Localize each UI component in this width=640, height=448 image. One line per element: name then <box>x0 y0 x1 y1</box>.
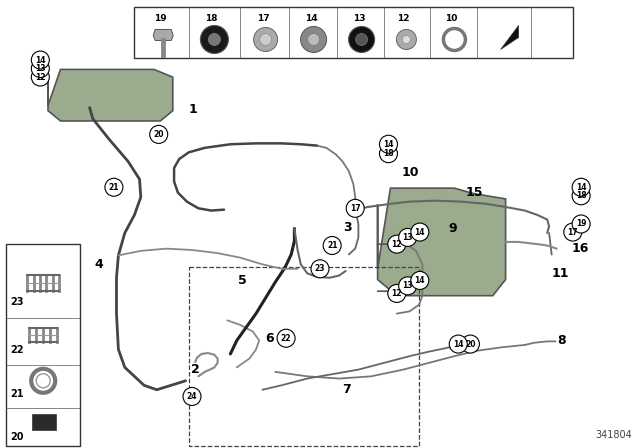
Circle shape <box>105 178 123 196</box>
Text: 13: 13 <box>403 281 413 290</box>
FancyBboxPatch shape <box>32 414 56 431</box>
Text: 19: 19 <box>576 220 586 228</box>
Text: 20: 20 <box>465 340 476 349</box>
Circle shape <box>564 223 582 241</box>
Text: 14: 14 <box>415 228 425 237</box>
Text: 14: 14 <box>35 56 45 65</box>
Circle shape <box>31 51 49 69</box>
Circle shape <box>403 35 410 43</box>
Text: 9: 9 <box>448 222 456 235</box>
Text: 14: 14 <box>415 276 425 285</box>
Circle shape <box>411 271 429 289</box>
Text: 16: 16 <box>572 242 589 255</box>
Circle shape <box>572 187 590 205</box>
Text: 18: 18 <box>383 149 394 158</box>
Text: 21: 21 <box>10 389 24 399</box>
Circle shape <box>183 388 201 405</box>
Circle shape <box>399 228 417 246</box>
Text: 10: 10 <box>402 166 419 179</box>
Circle shape <box>399 277 417 295</box>
Polygon shape <box>378 188 506 296</box>
Text: 6: 6 <box>266 332 274 345</box>
Circle shape <box>301 26 326 52</box>
Text: 19: 19 <box>154 14 167 23</box>
Circle shape <box>200 26 228 53</box>
Text: 11: 11 <box>552 267 569 280</box>
Text: 23: 23 <box>10 297 24 306</box>
Text: 21: 21 <box>109 183 119 192</box>
Circle shape <box>150 125 168 143</box>
FancyBboxPatch shape <box>6 244 80 446</box>
Text: 21: 21 <box>327 241 337 250</box>
Text: 22: 22 <box>281 334 291 343</box>
Circle shape <box>31 68 49 86</box>
Text: 20: 20 <box>10 432 24 442</box>
Text: 10: 10 <box>445 14 458 23</box>
Circle shape <box>572 178 590 196</box>
Text: 12: 12 <box>397 14 410 23</box>
Polygon shape <box>153 30 173 40</box>
Circle shape <box>311 260 329 278</box>
Text: 12: 12 <box>392 240 402 249</box>
Circle shape <box>388 284 406 302</box>
Text: 24: 24 <box>187 392 197 401</box>
Text: 18: 18 <box>576 191 586 200</box>
Text: 13: 13 <box>403 233 413 242</box>
Text: 5: 5 <box>238 273 247 287</box>
Text: 14: 14 <box>383 140 394 149</box>
Circle shape <box>411 223 429 241</box>
Text: 18: 18 <box>205 14 218 23</box>
Text: 12: 12 <box>392 289 402 298</box>
Text: 14: 14 <box>305 14 317 23</box>
Circle shape <box>449 335 467 353</box>
Polygon shape <box>48 69 173 121</box>
Polygon shape <box>500 26 518 49</box>
Circle shape <box>349 26 374 52</box>
Text: 17: 17 <box>568 228 578 237</box>
Circle shape <box>277 329 295 347</box>
Circle shape <box>380 145 397 163</box>
FancyBboxPatch shape <box>134 7 573 58</box>
Text: 7: 7 <box>342 383 351 396</box>
Circle shape <box>253 27 278 52</box>
Circle shape <box>380 135 397 153</box>
Circle shape <box>260 34 271 46</box>
Text: 17: 17 <box>350 204 360 213</box>
Text: 13: 13 <box>353 14 365 23</box>
Text: 12: 12 <box>35 73 45 82</box>
Text: 14: 14 <box>453 340 463 349</box>
Text: 1: 1 <box>189 103 198 116</box>
Text: 341804: 341804 <box>595 430 632 440</box>
Circle shape <box>396 30 417 49</box>
Circle shape <box>388 235 406 253</box>
Text: 23: 23 <box>315 264 325 273</box>
Circle shape <box>209 34 220 46</box>
Circle shape <box>356 34 367 46</box>
Circle shape <box>31 60 49 78</box>
Circle shape <box>308 34 319 46</box>
Text: 13: 13 <box>35 64 45 73</box>
Circle shape <box>323 237 341 254</box>
Text: 4: 4 <box>95 258 104 271</box>
Text: 14: 14 <box>576 183 586 192</box>
Text: 2: 2 <box>191 363 200 376</box>
Text: 3: 3 <box>344 221 352 234</box>
Text: 8: 8 <box>557 334 565 347</box>
Text: 22: 22 <box>10 345 24 355</box>
Text: 20: 20 <box>154 130 164 139</box>
Circle shape <box>346 199 364 217</box>
Text: 17: 17 <box>257 14 269 23</box>
Circle shape <box>572 215 590 233</box>
Circle shape <box>461 335 479 353</box>
Text: 15: 15 <box>466 186 483 199</box>
